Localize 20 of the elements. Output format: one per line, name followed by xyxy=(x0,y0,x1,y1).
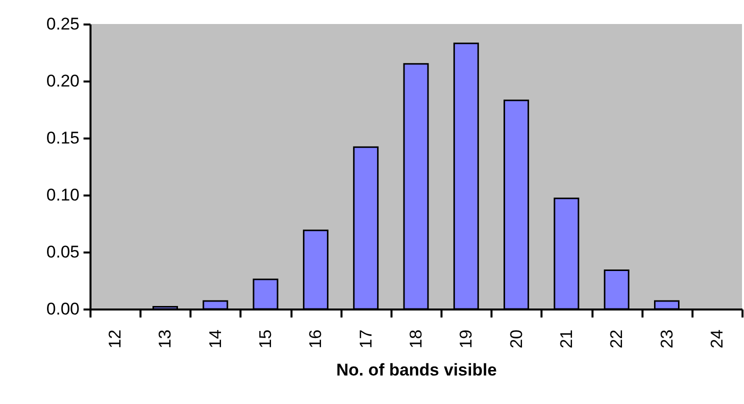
x-tick-label: 13 xyxy=(156,330,175,348)
x-tick-label: 23 xyxy=(657,330,676,348)
x-tick-label: 21 xyxy=(556,330,576,348)
x-tick-label: 22 xyxy=(607,330,626,348)
x-tick-label: 14 xyxy=(206,330,225,348)
y-tick-label: 0.15 xyxy=(46,128,80,148)
x-tick-label: 12 xyxy=(106,330,125,348)
x-axis-title: No. of bands visible xyxy=(336,360,497,380)
y-tick-label: 0.00 xyxy=(46,300,80,318)
y-tick-label: 0.05 xyxy=(46,242,80,262)
y-tick-label: 0.20 xyxy=(46,72,80,90)
x-tick-label: 20 xyxy=(506,330,526,348)
y-tick-label: 0.25 xyxy=(46,14,80,34)
x-tick-label: 16 xyxy=(306,330,326,348)
x-tick-label: 18 xyxy=(406,330,426,348)
x-tick-label: 15 xyxy=(256,330,276,348)
x-tick-label: 24 xyxy=(707,330,726,348)
y-tick-label: 0.10 xyxy=(46,186,80,204)
x-tick-label: 19 xyxy=(456,330,476,348)
x-tick-label: 17 xyxy=(356,330,376,348)
